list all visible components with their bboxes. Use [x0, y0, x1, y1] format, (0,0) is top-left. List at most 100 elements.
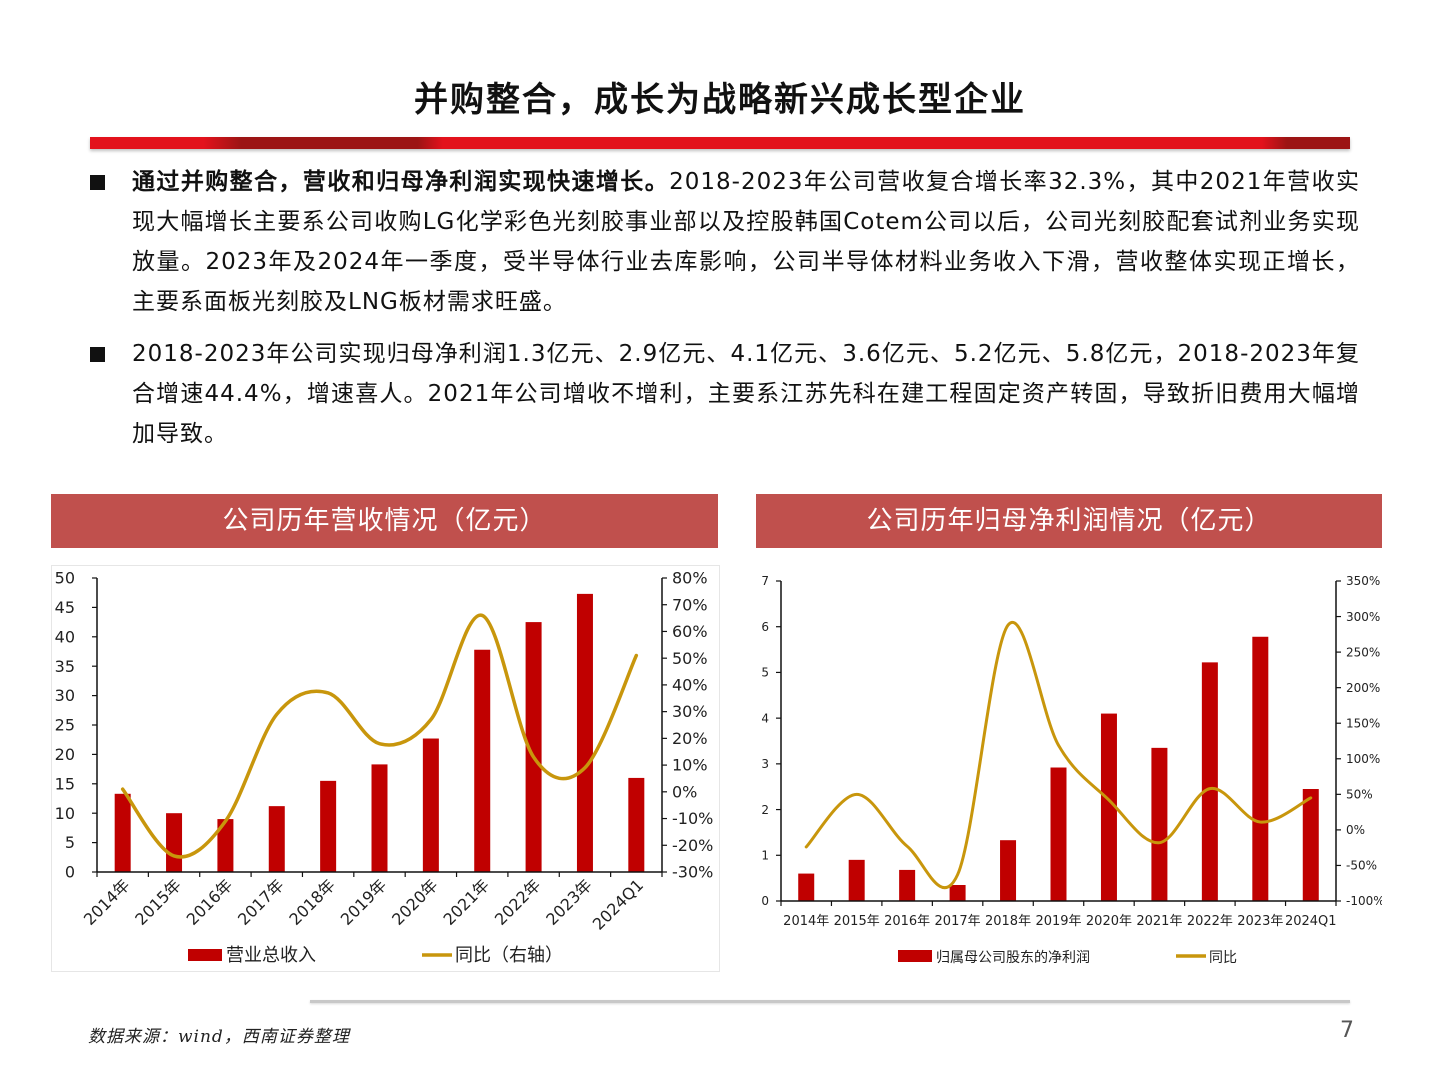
svg-text:同比（右轴）: 同比（右轴）	[455, 945, 563, 966]
svg-text:20: 20	[55, 745, 75, 764]
data-source-note: 数据来源：wind，西南证券整理	[88, 1027, 350, 1047]
bar	[1302, 789, 1319, 901]
svg-text:0: 0	[761, 894, 769, 908]
svg-text:2017年: 2017年	[234, 875, 288, 929]
yoy-line	[804, 620, 1313, 890]
revenue-chart-svg: 0 5 10 15 20 25 30 35 40 45 50 -30% -20% -10% 0% 10% 20%…	[55, 569, 714, 966]
bar	[1201, 662, 1218, 901]
svg-text:10%: 10%	[672, 756, 708, 775]
svg-text:50: 50	[55, 569, 75, 588]
bar	[949, 885, 966, 901]
svg-text:50%: 50%	[672, 649, 708, 668]
svg-text:-30%: -30%	[672, 863, 713, 882]
svg-text:2024Q1: 2024Q1	[1285, 914, 1337, 929]
bar	[1000, 840, 1017, 901]
svg-text:7: 7	[761, 574, 769, 588]
svg-text:2017年: 2017年	[935, 914, 981, 929]
bar	[422, 738, 439, 872]
svg-text:5: 5	[761, 666, 769, 680]
svg-text:2019年: 2019年	[337, 875, 391, 929]
svg-text:100%: 100%	[1346, 752, 1380, 766]
svg-text:2022年: 2022年	[491, 875, 545, 929]
revenue-chart-title: 公司历年营收情况（亿元）	[51, 494, 718, 548]
svg-text:250%: 250%	[1346, 645, 1380, 659]
net-profit-chart-svg: 0 1 2 3 4 5 6 7 -100% -50% 0% 50% 100% 150% 200% 250% 30…	[761, 574, 1382, 966]
svg-text:-20%: -20%	[672, 836, 713, 855]
bullet-1-bold: 通过并购整合，营收和归母净利润实现快速增长。	[132, 169, 670, 195]
net-profit-chart-title: 公司历年归母净利润情况（亿元）	[756, 494, 1382, 548]
svg-text:3: 3	[761, 757, 769, 771]
svg-text:2014年: 2014年	[783, 914, 829, 929]
svg-text:45: 45	[55, 598, 75, 617]
svg-text:40: 40	[55, 627, 75, 646]
bar	[371, 764, 388, 872]
revenue-chart: 0 5 10 15 20 25 30 35 40 45 50 -30% -20% -10% 0% 10% 20%…	[51, 565, 720, 972]
svg-text:5: 5	[65, 833, 75, 852]
bar	[525, 622, 542, 872]
page-title: 并购整合，成长为战略新兴成长型企业	[414, 80, 1026, 120]
svg-text:35: 35	[55, 657, 75, 676]
bar	[217, 819, 234, 872]
svg-text:2: 2	[761, 803, 769, 817]
svg-text:2023年: 2023年	[1237, 914, 1283, 929]
svg-text:50%: 50%	[1346, 788, 1373, 802]
net-profit-chart: 0 1 2 3 4 5 6 7 -100% -50% 0% 50% 100% 150% 200% 250% 30…	[756, 565, 1382, 975]
bullet-1-text: 2018-2023年公司营收复合增长率32.3%，其中2021年营收实现大幅增长…	[132, 169, 1360, 315]
bar	[628, 777, 645, 872]
svg-text:0: 0	[65, 863, 75, 882]
svg-text:10: 10	[55, 804, 75, 823]
square-bullet-icon	[90, 175, 105, 190]
svg-text:2015年: 2015年	[834, 914, 880, 929]
svg-text:80%: 80%	[672, 569, 708, 588]
bar	[166, 813, 183, 872]
bar	[320, 780, 337, 872]
svg-text:15: 15	[55, 774, 75, 793]
svg-text:2023年: 2023年	[542, 875, 596, 929]
svg-text:150%: 150%	[1346, 716, 1380, 730]
svg-text:6: 6	[761, 620, 769, 634]
yoy-line	[120, 613, 639, 859]
svg-text:2018年: 2018年	[285, 875, 339, 929]
svg-text:2014年: 2014年	[80, 875, 134, 929]
bar	[576, 593, 593, 872]
page-number: 7	[1340, 1018, 1354, 1043]
bullet-item-2: 2018-2023年公司实现归母净利润1.3亿元、2.9亿元、4.1亿元、3.6…	[88, 334, 1360, 454]
square-bullet-icon	[90, 347, 105, 362]
svg-text:30%: 30%	[672, 702, 708, 721]
svg-text:4: 4	[761, 711, 769, 725]
svg-text:200%: 200%	[1346, 681, 1380, 695]
title-divider-bar	[90, 137, 1350, 149]
footer-divider	[310, 1000, 1350, 1003]
svg-text:0%: 0%	[672, 782, 697, 801]
svg-text:归属母公司股东的净利润: 归属母公司股东的净利润	[936, 949, 1090, 966]
svg-text:2020年: 2020年	[1086, 914, 1132, 929]
svg-text:2021年: 2021年	[440, 875, 494, 929]
svg-text:同比: 同比	[1209, 950, 1237, 966]
svg-text:2020年: 2020年	[388, 875, 442, 929]
bar	[1252, 636, 1269, 901]
bullet-2-text: 2018-2023年公司实现归母净利润1.3亿元、2.9亿元、4.1亿元、3.6…	[132, 341, 1360, 447]
svg-text:营业总收入: 营业总收入	[226, 945, 316, 966]
svg-text:2021年: 2021年	[1136, 914, 1182, 929]
svg-text:25: 25	[55, 716, 75, 735]
svg-text:2015年: 2015年	[131, 875, 185, 929]
svg-text:2018年: 2018年	[985, 914, 1031, 929]
svg-text:0%: 0%	[1346, 823, 1365, 837]
svg-text:1: 1	[761, 848, 769, 862]
bar	[268, 806, 285, 872]
bullet-list: 通过并购整合，营收和归母净利润实现快速增长。2018-2023年公司营收复合增长…	[88, 162, 1360, 466]
svg-text:2019年: 2019年	[1035, 914, 1081, 929]
svg-text:350%: 350%	[1346, 574, 1380, 588]
bar	[848, 859, 865, 901]
svg-text:2024Q1: 2024Q1	[589, 875, 647, 933]
svg-text:-100%: -100%	[1346, 894, 1382, 908]
svg-text:60%: 60%	[672, 622, 708, 641]
svg-text:-50%: -50%	[1346, 859, 1377, 873]
svg-text:2016年: 2016年	[884, 914, 930, 929]
bar	[474, 649, 491, 872]
svg-text:300%: 300%	[1346, 610, 1380, 624]
bar	[798, 873, 815, 901]
svg-text:30: 30	[55, 686, 75, 705]
bar	[1100, 713, 1117, 901]
svg-text:2016年: 2016年	[183, 875, 237, 929]
